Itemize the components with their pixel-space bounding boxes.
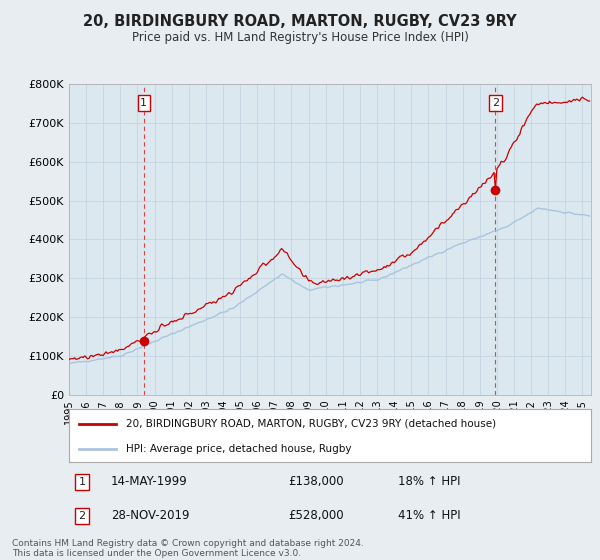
- Text: £528,000: £528,000: [288, 509, 344, 522]
- Text: 41% ↑ HPI: 41% ↑ HPI: [398, 509, 460, 522]
- Text: 1: 1: [140, 98, 147, 108]
- Text: 18% ↑ HPI: 18% ↑ HPI: [398, 475, 460, 488]
- Text: 1: 1: [79, 477, 86, 487]
- Text: 28-NOV-2019: 28-NOV-2019: [111, 509, 189, 522]
- Text: Price paid vs. HM Land Registry's House Price Index (HPI): Price paid vs. HM Land Registry's House …: [131, 31, 469, 44]
- Text: 14-MAY-1999: 14-MAY-1999: [111, 475, 188, 488]
- Text: HPI: Average price, detached house, Rugby: HPI: Average price, detached house, Rugb…: [127, 444, 352, 454]
- Text: 20, BIRDINGBURY ROAD, MARTON, RUGBY, CV23 9RY: 20, BIRDINGBURY ROAD, MARTON, RUGBY, CV2…: [83, 14, 517, 29]
- Text: 2: 2: [492, 98, 499, 108]
- Text: Contains HM Land Registry data © Crown copyright and database right 2024.
This d: Contains HM Land Registry data © Crown c…: [12, 539, 364, 558]
- Text: 2: 2: [79, 511, 86, 521]
- Text: 20, BIRDINGBURY ROAD, MARTON, RUGBY, CV23 9RY (detached house): 20, BIRDINGBURY ROAD, MARTON, RUGBY, CV2…: [127, 419, 497, 429]
- Text: £138,000: £138,000: [288, 475, 344, 488]
